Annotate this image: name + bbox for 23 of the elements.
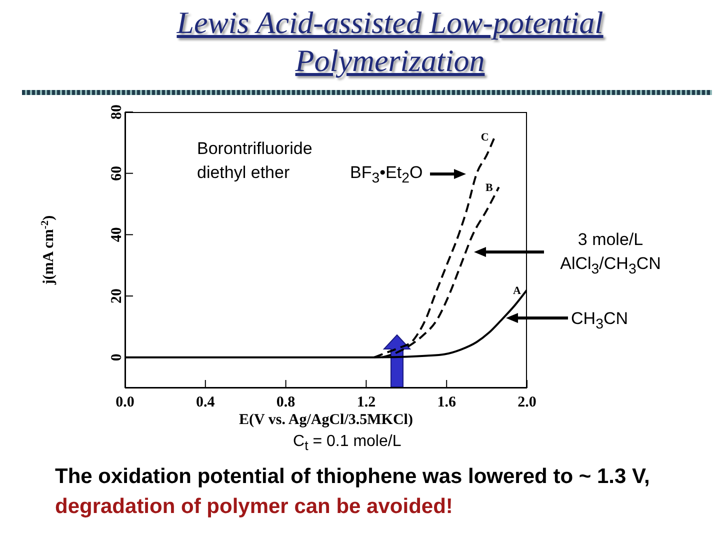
x-tick-label: 1.2 [356,394,376,411]
text: degradation of polymer can be avoided! [55,495,453,518]
text: CH$_{3}$CN [571,309,628,332]
series-label: C [480,131,489,144]
text: C$_{t}$ = 0.1 mole/L [293,433,402,454]
series-label: B [486,182,494,194]
series-label: A [513,284,522,297]
annotation: Borontrifluoride diethyl ether [197,139,312,182]
y-tick-label: 80 [109,104,125,120]
y-tick-label: 40 [109,227,125,242]
chart-title: Lewis Acid-assisted Low-potential Polymerization [176,5,604,78]
x-tick-label: 0.4 [196,394,216,411]
x-tick-label: 1.6 [437,394,456,411]
x-tick-label: 2.0 [518,394,536,411]
text: The oxidation potential of thiophene was lowered to ~ 1.3 V, [55,465,650,488]
annotation: BF$_{3}$•Et$_{2}$O [350,163,423,186]
y-tick-label: 0 [109,354,125,362]
x-tick-label: 0.0 [116,394,134,411]
x-tick-label: 0.8 [276,394,296,411]
text: 3 mole/L AlCl$_{3}$/CH$_{3}$CN [560,230,661,278]
y-tick-label: 60 [109,166,125,181]
y-tick-label: 20 [109,288,125,304]
x-axis-title: E(V vs. Ag/AgCl/3.5MKCl) [239,412,413,428]
